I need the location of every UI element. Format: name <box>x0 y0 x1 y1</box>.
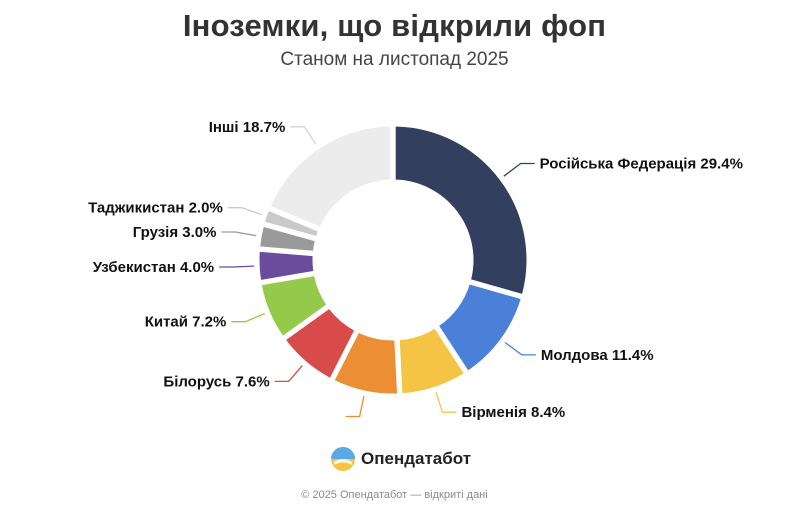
slice-label-інші: Інші 18.7% <box>209 119 286 136</box>
slice-російська-федерація <box>394 125 528 296</box>
slice-label-вірменія: Вірменія 8.4% <box>461 404 565 421</box>
slice-label-узбекистан: Узбекистан 4.0% <box>93 259 214 276</box>
leader-line-узбекистан <box>219 265 255 268</box>
slice-label-грузія: Грузія 3.0% <box>133 224 217 241</box>
slice-label-китай: Китай 7.2% <box>145 314 227 331</box>
slice-unlabeled-3 <box>333 331 399 395</box>
leader-line-китай <box>231 312 265 323</box>
leader-line-молдова <box>504 341 536 356</box>
leader-line-таджикистан <box>227 207 262 216</box>
leader-line-інші <box>290 126 317 145</box>
footer-text: © 2025 Опендатабот — відкриті дані <box>301 489 488 501</box>
chart-subtitle: Станом на листопад 2025 <box>280 49 509 70</box>
slice-вірменія <box>398 327 466 395</box>
leader-line-unlabeled-3 <box>345 395 365 418</box>
slice-таджикистан <box>263 209 320 238</box>
leader-line-білорусь <box>274 364 303 382</box>
slice-label-молдова: Молдова 11.4% <box>541 347 654 364</box>
brand-name: Опендатабот <box>361 449 472 468</box>
slice-label-таджикистан: Таджикистан 2.0% <box>88 200 223 217</box>
slice-узбекистан <box>258 250 315 282</box>
slice-грузія <box>259 225 316 252</box>
brand-logo: Опендатабот <box>331 446 471 472</box>
slice-інші <box>269 125 392 228</box>
slice-label-російська-федерація: Російська Федерація 29.4% <box>540 156 743 173</box>
slice-молдова <box>437 283 522 372</box>
slice-білорусь <box>284 307 356 380</box>
leader-line-російська-федерація <box>503 162 535 177</box>
chart-title: Іноземки, що відкрили фоп <box>182 8 607 43</box>
leader-line-вірменія <box>435 391 457 413</box>
opendatabot-logo-icon <box>331 447 355 471</box>
leader-line-грузія <box>221 231 257 237</box>
slice-китай <box>260 275 328 337</box>
slice-label-білорусь: Білорусь 7.6% <box>163 373 269 390</box>
